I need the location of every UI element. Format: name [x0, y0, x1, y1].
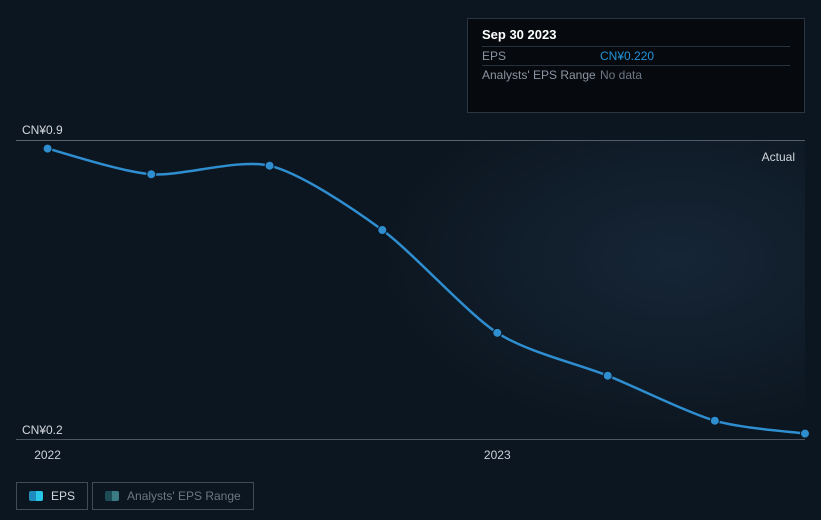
- legend-swatch-icon: [29, 491, 43, 501]
- eps-point[interactable]: [378, 226, 387, 235]
- x-tick-label: 2022: [34, 448, 61, 462]
- tooltip-row: Analysts' EPS RangeNo data: [482, 65, 790, 84]
- x-tick-label: 2023: [484, 448, 511, 462]
- tooltip-date: Sep 30 2023: [482, 27, 790, 46]
- chart-plot-area: Actual CN¥0.9 CN¥0.2: [16, 140, 805, 440]
- data-tooltip: Sep 30 2023 EPSCN¥0.220Analysts' EPS Ran…: [467, 18, 805, 113]
- legend: EPS Analysts' EPS Range: [16, 482, 254, 510]
- tooltip-row: EPSCN¥0.220: [482, 46, 790, 65]
- chart-container: Sep 30 2023 EPSCN¥0.220Analysts' EPS Ran…: [0, 0, 821, 520]
- line-plot-svg: [16, 140, 805, 440]
- eps-point[interactable]: [493, 328, 502, 337]
- eps-point[interactable]: [801, 429, 810, 438]
- legend-label: Analysts' EPS Range: [127, 489, 241, 503]
- tooltip-row-label: EPS: [482, 49, 600, 63]
- tooltip-row-value: CN¥0.220: [600, 49, 790, 63]
- x-axis: 2022 2023: [16, 448, 805, 468]
- eps-point[interactable]: [43, 144, 52, 153]
- legend-swatch-icon: [105, 491, 119, 501]
- eps-point[interactable]: [710, 416, 719, 425]
- eps-point[interactable]: [603, 371, 612, 380]
- eps-point[interactable]: [147, 170, 156, 179]
- y-max-label: CN¥0.9: [22, 123, 63, 137]
- legend-label: EPS: [51, 489, 75, 503]
- eps-line: [48, 149, 805, 434]
- tooltip-rows: EPSCN¥0.220Analysts' EPS RangeNo data: [482, 46, 790, 84]
- tooltip-row-value: No data: [600, 68, 790, 82]
- eps-point[interactable]: [265, 161, 274, 170]
- legend-item[interactable]: Analysts' EPS Range: [92, 482, 254, 510]
- legend-item[interactable]: EPS: [16, 482, 88, 510]
- tooltip-row-label: Analysts' EPS Range: [482, 68, 600, 82]
